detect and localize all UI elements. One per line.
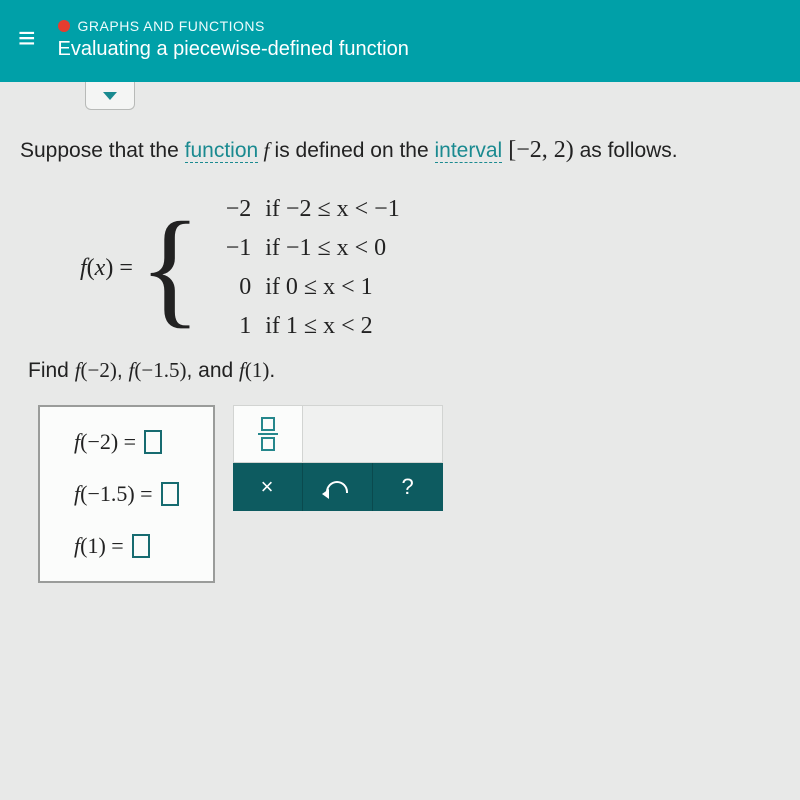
interval-open: [ xyxy=(502,137,516,163)
page-title: Evaluating a piecewise-defined function xyxy=(58,38,409,61)
piecewise-definition: f(x) = { −2 if −2 ≤ x < −1 −1 if −1 ≤ x … xyxy=(80,196,780,340)
clear-button[interactable]: × xyxy=(233,463,303,511)
find-item: f(−1.5) xyxy=(129,358,187,382)
case-condition: if −2 ≤ x < −1 xyxy=(265,196,399,223)
text-prefix: Suppose that the xyxy=(20,139,185,162)
tool-pad: × ? xyxy=(233,405,443,511)
keyword-interval[interactable]: interval xyxy=(435,139,503,163)
menu-icon[interactable]: ≡ xyxy=(18,24,36,54)
fraction-icon xyxy=(258,417,278,451)
case-value: 1 xyxy=(207,313,251,340)
find-instruction: Find f(−2), f(−1.5), and f(1). xyxy=(28,358,780,383)
chevron-down-icon xyxy=(103,92,117,100)
problem-statement: Suppose that the function f is defined o… xyxy=(20,132,780,168)
category-dot-icon xyxy=(58,20,70,32)
case-value: −1 xyxy=(207,235,251,262)
find-sep: , and xyxy=(186,359,239,382)
case-row: −2 if −2 ≤ x < −1 xyxy=(207,196,399,223)
answer-input[interactable] xyxy=(144,430,162,454)
app-header: ≡ GRAPHS AND FUNCTIONS Evaluating a piec… xyxy=(0,0,800,82)
tool-spacer xyxy=(303,405,443,463)
piecewise-cases: −2 if −2 ≤ x < −1 −1 if −1 ≤ x < 0 0 if … xyxy=(207,196,399,340)
case-condition: if 0 ≤ x < 1 xyxy=(265,274,372,301)
text-mid1b: is defined on the xyxy=(275,139,435,162)
category-row: GRAPHS AND FUNCTIONS xyxy=(58,18,409,34)
find-sep: , xyxy=(117,359,129,382)
tool-row-top xyxy=(233,405,443,463)
content-area: Suppose that the function f is defined o… xyxy=(0,82,800,603)
case-row: 0 if 0 ≤ x < 1 xyxy=(207,274,399,301)
case-row: 1 if 1 ≤ x < 2 xyxy=(207,313,399,340)
header-text: GRAPHS AND FUNCTIONS Evaluating a piecew… xyxy=(58,18,409,61)
left-brace-icon: { xyxy=(139,213,201,324)
text-suffix: as follows. xyxy=(574,139,678,162)
case-value: 0 xyxy=(207,274,251,301)
keyword-function[interactable]: function xyxy=(185,139,259,163)
find-end: . xyxy=(269,359,275,382)
answer-row: f(−2) = f(−1.5) = f(1) = xyxy=(38,405,780,583)
undo-button[interactable] xyxy=(303,463,373,511)
piecewise-lhs: f(x) = xyxy=(80,255,133,282)
case-condition: if −1 ≤ x < 0 xyxy=(265,235,386,262)
find-item: f(1) xyxy=(239,358,269,382)
help-icon: ? xyxy=(401,474,413,500)
case-row: −1 if −1 ≤ x < 0 xyxy=(207,235,399,262)
answer-input[interactable] xyxy=(132,534,150,558)
answer-input[interactable] xyxy=(161,482,179,506)
x-icon: × xyxy=(261,474,274,500)
case-value: −2 xyxy=(207,196,251,223)
answer-line: f(−1.5) = xyxy=(74,481,179,507)
interval-close: ) xyxy=(566,137,574,163)
interval-vals: −2, 2 xyxy=(516,137,566,163)
tool-row-bottom: × ? xyxy=(233,463,443,511)
find-prefix: Find xyxy=(28,359,75,382)
answer-box: f(−2) = f(−1.5) = f(1) = xyxy=(38,405,215,583)
help-button[interactable]: ? xyxy=(373,463,443,511)
text-mid1: f xyxy=(258,138,274,162)
find-item: f(−2) xyxy=(75,358,117,382)
undo-icon xyxy=(326,481,348,493)
case-condition: if 1 ≤ x < 2 xyxy=(265,313,372,340)
answer-label: f(1) = xyxy=(74,533,124,559)
dropdown-tab[interactable] xyxy=(85,82,135,110)
answer-line: f(1) = xyxy=(74,533,179,559)
answer-label: f(−1.5) = xyxy=(74,481,153,507)
fraction-button[interactable] xyxy=(233,405,303,463)
answer-label: f(−2) = xyxy=(74,429,136,455)
category-label: GRAPHS AND FUNCTIONS xyxy=(78,18,265,34)
answer-line: f(−2) = xyxy=(74,429,179,455)
